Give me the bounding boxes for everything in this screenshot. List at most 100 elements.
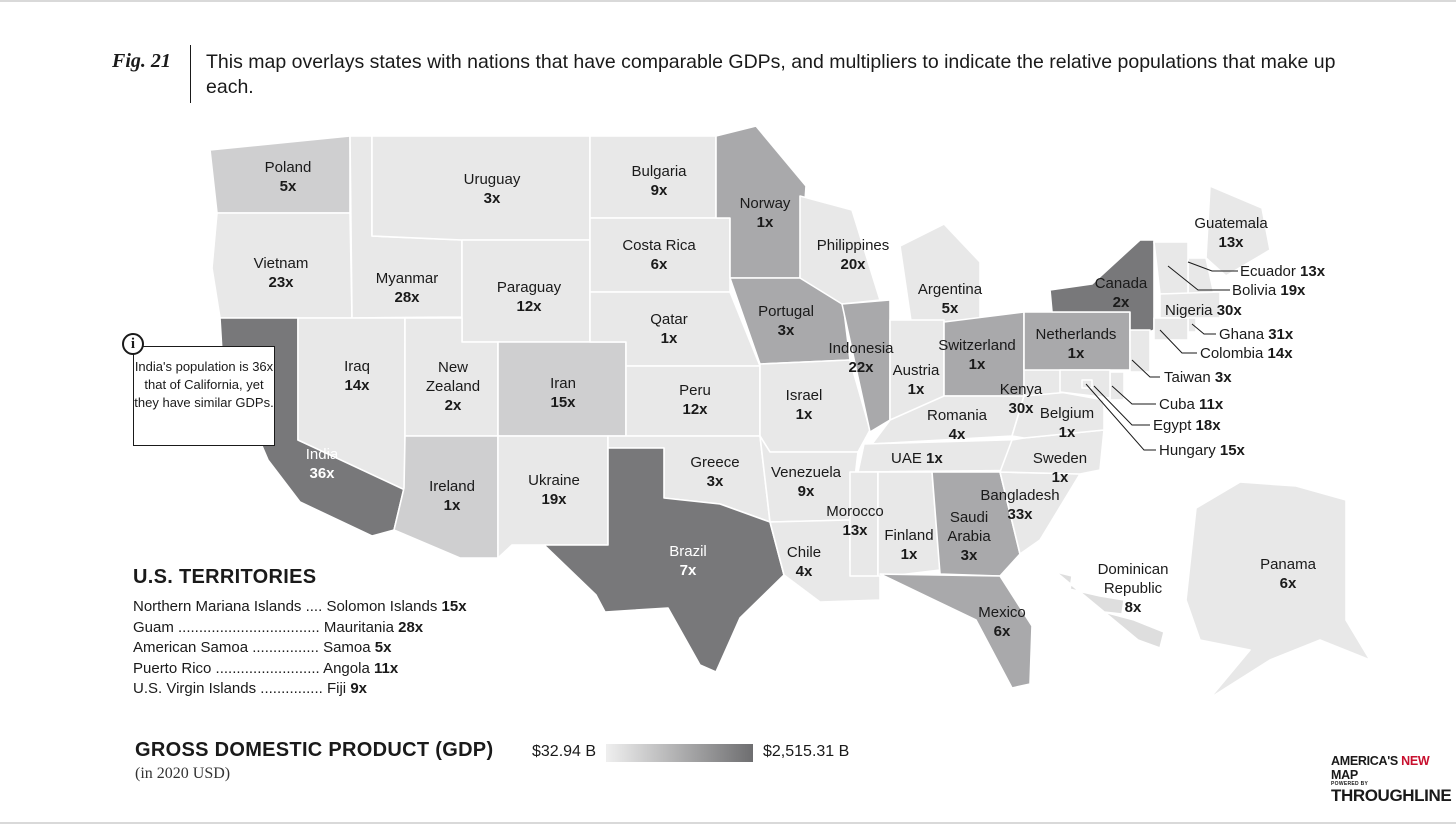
territories-title: U.S. TERRITORIES — [133, 566, 317, 588]
state-label-dc: Hungary 15x — [1159, 442, 1246, 459]
state-name-me: Guatemala — [1194, 215, 1268, 232]
state-name-mt: Uruguay — [464, 171, 521, 188]
territory-row: American Samoa ................ Samoa 5x — [133, 639, 392, 656]
legend-max-label: $2,515.31 B — [763, 743, 850, 760]
state-mult-mi: 5x — [942, 300, 959, 317]
state-name-ut: Zealand — [426, 378, 480, 395]
territories-list: Northern Mariana Islands .... Solomon Is… — [133, 597, 467, 700]
state-mult-ny: 2x — [1113, 294, 1130, 311]
state-name-co: Iran — [550, 375, 576, 392]
figure-label: Fig. 21 — [112, 50, 171, 72]
state-name-wy: Paraguay — [497, 279, 562, 296]
state-mult-me: 13x — [1218, 234, 1244, 251]
state-label-tn: UAE 1x — [891, 450, 943, 467]
india-callout: India's population is 36x that of Califo… — [133, 346, 275, 446]
state-mult-fl: 6x — [994, 623, 1011, 640]
state-name-mi: Argentina — [918, 281, 983, 298]
state-name-ar: Venezuela — [771, 464, 842, 481]
leader-lines-layer — [1085, 261, 1238, 451]
state-name-ks: Peru — [679, 382, 711, 399]
state-mult-az: 1x — [444, 497, 461, 514]
state-name-ga: Saudi — [950, 509, 988, 526]
state-hi — [1055, 571, 1165, 649]
state-name-nv: Iraq — [344, 358, 370, 375]
state-name-nc: Sweden — [1033, 450, 1087, 467]
state-mult-sd: 6x — [651, 256, 668, 273]
bottom-border — [0, 822, 1456, 824]
leader-line-md — [1093, 385, 1150, 426]
labels-layer: Poland 5x Vietnam 23x India 36x Myanmar 28x Iraq… — [254, 159, 1326, 640]
state-name-hi: Republic — [1104, 580, 1163, 597]
state-label-nj: Taiwan 3x — [1164, 369, 1232, 386]
state-me — [1205, 185, 1271, 277]
state-name-hi: Dominican — [1098, 561, 1169, 578]
state-mult-mt: 3x — [484, 190, 501, 207]
callout-text: India's population is 36x that of Califo… — [134, 359, 274, 410]
brand-logo: AMERICA'S NEW MAP — [1331, 754, 1430, 782]
state-name-ms: Morocco — [826, 503, 884, 520]
state-mult-il: 22x — [848, 359, 874, 376]
state-mult-ca: 36x — [309, 465, 335, 482]
state-name-ky: Romania — [927, 407, 988, 424]
state-name-mn: Norway — [740, 195, 791, 212]
state-name-ut: New — [438, 359, 468, 376]
leader-line-ri — [1191, 323, 1216, 335]
territory-row: U.S. Virgin Islands ............... Fiji… — [133, 680, 367, 697]
state-dc — [1081, 379, 1093, 389]
info-icon: i — [122, 333, 144, 355]
state-name-ga: Arabia — [947, 528, 991, 545]
state-name-nm: Ukraine — [528, 472, 580, 489]
state-mult-wi: 20x — [840, 256, 866, 273]
legend-subtitle: (in 2020 USD) — [135, 765, 231, 782]
leader-line-nj — [1131, 359, 1160, 378]
state-name-ak: Panama — [1260, 556, 1317, 573]
state-mult-id: 28x — [394, 289, 420, 306]
throughline-logo: THROUGHLINE — [1331, 786, 1452, 805]
state-mult-la: 4x — [796, 563, 813, 580]
state-fl — [879, 573, 1033, 689]
state-mult-ak: 6x — [1280, 575, 1297, 592]
state-label-vt: Bolivia 19x — [1232, 282, 1306, 299]
state-name-ia: Portugal — [758, 303, 814, 320]
state-mult-co: 15x — [550, 394, 576, 411]
top-border — [0, 0, 1456, 2]
state-label-ct: Colombia 14x — [1200, 345, 1293, 362]
state-mult-nc: 1x — [1052, 469, 1069, 486]
state-ct — [1153, 317, 1189, 341]
states-layer — [209, 125, 1371, 699]
state-name-oh: Switzerland — [938, 337, 1016, 354]
state-mult-in: 1x — [908, 381, 925, 398]
powered-by-text: POWERED BY — [1331, 781, 1369, 787]
territory-row: Puerto Rico ......................... An… — [133, 659, 399, 677]
legend-gradient-bar — [606, 744, 753, 762]
state-label-ma: Nigeria 30x — [1165, 302, 1242, 319]
state-mult-or: 23x — [268, 274, 294, 291]
state-name-wa: Poland — [265, 159, 312, 176]
state-name-wi: Philippines — [817, 237, 890, 254]
figure-caption: This map overlays states with nations th… — [206, 51, 1336, 98]
leader-line-de — [1111, 385, 1156, 405]
territory-row: Guam .................................. … — [133, 618, 424, 636]
state-mult-hi: 8x — [1125, 599, 1142, 616]
state-mult-mn: 1x — [757, 214, 774, 231]
state-tx — [543, 447, 785, 673]
state-name-nd: Bulgaria — [631, 163, 687, 180]
territory-row: Northern Mariana Islands .... Solomon Is… — [133, 598, 467, 615]
leader-line-ct — [1159, 329, 1197, 354]
state-ri — [1187, 317, 1197, 333]
state-al — [877, 471, 941, 577]
figure-divider — [190, 45, 191, 103]
state-mult-ky: 4x — [949, 426, 966, 443]
leader-line-nh — [1187, 261, 1238, 272]
state-mult-wv: 30x — [1008, 400, 1034, 417]
state-mult-nv: 14x — [344, 377, 370, 394]
state-mult-mo: 1x — [796, 406, 813, 423]
state-name-sc: Bangladesh — [980, 487, 1059, 504]
legend-title: GROSS DOMESTIC PRODUCT (GDP) — [135, 739, 494, 761]
state-name-id: Myanmar — [376, 270, 439, 287]
state-mult-tx: 7x — [680, 562, 697, 579]
state-mult-ks: 12x — [682, 401, 708, 418]
state-name-or: Vietnam — [254, 255, 309, 272]
state-name-al: Finland — [884, 527, 933, 544]
